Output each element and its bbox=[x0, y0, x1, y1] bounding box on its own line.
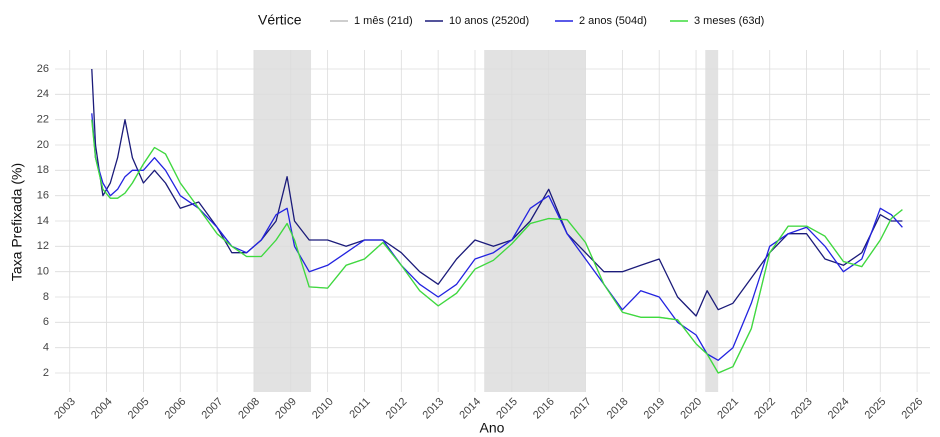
y-tick-label: 26 bbox=[37, 63, 49, 75]
y-tick-label: 22 bbox=[37, 114, 49, 126]
y-tick-label: 20 bbox=[37, 139, 49, 151]
x-tick-label: 2021 bbox=[715, 396, 741, 422]
x-tick-label: 2003 bbox=[52, 396, 78, 422]
x-tick-label: 2016 bbox=[531, 396, 557, 422]
y-tick-label: 8 bbox=[43, 291, 49, 303]
x-tick-label: 2014 bbox=[457, 396, 483, 422]
legend-label: 10 anos (2520d) bbox=[449, 15, 529, 27]
x-tick-label: 2018 bbox=[605, 396, 631, 422]
y-tick-label: 16 bbox=[37, 190, 49, 202]
x-tick-label: 2006 bbox=[163, 396, 189, 422]
x-tick-label: 2026 bbox=[899, 396, 925, 422]
legend-label: 1 mês (21d) bbox=[354, 15, 413, 27]
legend-label: 2 anos (504d) bbox=[579, 15, 647, 27]
y-tick-label: 18 bbox=[37, 164, 49, 176]
x-tick-label: 2004 bbox=[89, 396, 115, 422]
y-tick-label: 24 bbox=[37, 88, 49, 100]
x-tick-label: 2007 bbox=[199, 396, 225, 422]
series-line bbox=[91, 113, 903, 361]
y-tick-label: 4 bbox=[43, 342, 49, 354]
x-tick-label: 2017 bbox=[568, 396, 594, 422]
y-tick-label: 6 bbox=[43, 316, 49, 328]
x-tick-label: 2009 bbox=[273, 396, 299, 422]
x-tick-label: 2013 bbox=[421, 396, 447, 422]
series-line bbox=[91, 68, 903, 317]
x-tick-label: 2019 bbox=[642, 396, 668, 422]
y-tick-label: 12 bbox=[37, 240, 49, 252]
x-tick-label: 2015 bbox=[494, 396, 520, 422]
x-tick-label: 2008 bbox=[236, 396, 262, 422]
x-tick-label: 2024 bbox=[826, 396, 852, 422]
x-axis-title: Ano bbox=[480, 420, 505, 436]
x-tick-label: 2005 bbox=[126, 396, 152, 422]
x-tick-label: 2020 bbox=[678, 396, 704, 422]
y-tick-label: 2 bbox=[43, 367, 49, 379]
y-axis-title: Taxa Prefixada (%) bbox=[9, 163, 25, 281]
legend-label: 3 meses (63d) bbox=[694, 15, 764, 27]
x-tick-label: 2010 bbox=[310, 396, 336, 422]
y-tick-label: 10 bbox=[37, 266, 49, 278]
x-tick-label: 2012 bbox=[384, 396, 410, 422]
x-tick-label: 2023 bbox=[789, 396, 815, 422]
legend-title: Vértice bbox=[258, 12, 302, 28]
x-tick-label: 2022 bbox=[752, 396, 778, 422]
x-tick-label: 2011 bbox=[347, 396, 372, 421]
x-tick-label: 2025 bbox=[863, 396, 889, 422]
series-line bbox=[91, 119, 903, 374]
y-tick-label: 14 bbox=[37, 215, 49, 227]
